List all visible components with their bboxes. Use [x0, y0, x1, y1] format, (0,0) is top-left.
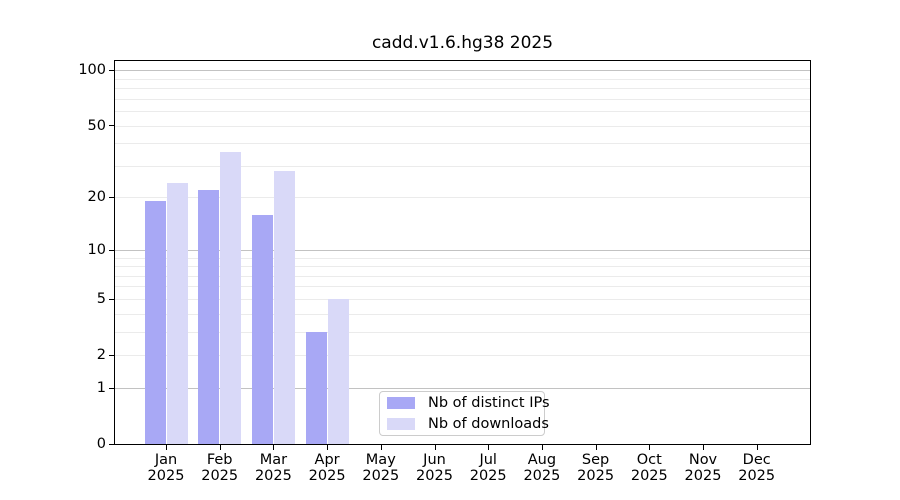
x-tick-label: Mar 2025 — [254, 452, 292, 484]
y-tick-mark — [109, 250, 115, 251]
bar-distinct-ips-mar — [251, 214, 273, 444]
y-tick-label: 20 — [87, 189, 106, 206]
x-tick-mark — [166, 445, 167, 450]
x-tick-label: Sep 2025 — [577, 452, 615, 484]
gridline-minor — [115, 266, 810, 267]
y-tick-mark — [109, 299, 115, 300]
x-tick-label: Apr 2025 — [308, 452, 346, 484]
x-tick-mark — [649, 445, 650, 450]
gridline-minor — [115, 98, 810, 100]
y-tick-label: 50 — [87, 117, 106, 134]
x-tick-label: Feb 2025 — [201, 452, 239, 484]
x-tick-label: Nov 2025 — [684, 452, 722, 484]
gridline-major — [115, 249, 810, 251]
x-tick-label: Jan 2025 — [147, 452, 185, 484]
gridline-minor — [115, 143, 810, 145]
x-tick-mark — [703, 445, 704, 450]
legend-label-downloads: Nb of downloads — [428, 415, 549, 432]
y-tick-mark — [109, 355, 115, 356]
y-tick-label: 10 — [87, 241, 106, 258]
plot-area: Nb of distinct IPs Nb of downloads — [114, 60, 811, 445]
gridline-minor — [115, 331, 810, 333]
gridline-minor — [115, 165, 810, 167]
legend-swatch-distinct-ips — [387, 397, 415, 409]
bar-downloads-jan — [166, 183, 188, 444]
gridline-major — [115, 70, 810, 72]
x-tick-mark — [757, 445, 758, 450]
legend: Nb of distinct IPs Nb of downloads — [379, 391, 550, 436]
gridline-minor — [115, 257, 810, 259]
x-tick-label: Oct 2025 — [630, 452, 668, 484]
bar-distinct-ips-apr — [305, 331, 327, 444]
legend-item-distinct-ips: Nb of distinct IPs — [387, 394, 550, 413]
x-tick-mark — [220, 445, 221, 450]
chart-title: cadd.v1.6.hg38 2025 — [371, 33, 554, 53]
y-tick-mark — [109, 70, 115, 71]
legend-swatch-downloads — [387, 418, 415, 430]
x-tick-label: Aug 2025 — [523, 452, 561, 484]
y-tick-mark — [109, 444, 115, 445]
y-tick-label: 1 — [96, 379, 106, 396]
gridline-minor — [115, 197, 810, 199]
x-tick-mark — [596, 445, 597, 450]
y-tick-label: 0 — [96, 436, 106, 452]
x-tick-mark — [488, 445, 489, 450]
gridline-minor — [115, 88, 810, 89]
y-tick-mark — [109, 197, 115, 198]
x-tick-mark — [273, 445, 274, 450]
x-tick-mark — [435, 445, 436, 450]
x-tick-mark — [381, 445, 382, 450]
gridline-minor — [115, 313, 810, 315]
bar-downloads-apr — [327, 298, 349, 444]
y-tick-label: 100 — [78, 62, 106, 79]
x-tick-label: Jul 2025 — [469, 452, 507, 484]
y-tick-mark — [109, 125, 115, 126]
y-tick-label: 2 — [96, 347, 106, 363]
gridline-minor — [115, 78, 810, 80]
gridline-minor — [115, 355, 810, 356]
gridline-minor — [115, 110, 810, 112]
bar-distinct-ips-feb — [198, 190, 220, 444]
bar-downloads-mar — [273, 171, 295, 444]
y-tick-mark — [109, 388, 115, 389]
x-tick-label: Jun 2025 — [416, 452, 453, 484]
bar-distinct-ips-jan — [144, 201, 166, 444]
legend-label-distinct-ips: Nb of distinct IPs — [428, 394, 550, 411]
gridline-minor — [115, 286, 810, 288]
x-tick-mark — [542, 445, 543, 450]
gridline-minor — [115, 275, 810, 277]
gridline-major — [115, 387, 810, 389]
x-tick-label: May 2025 — [362, 452, 400, 484]
x-tick-mark — [327, 445, 328, 450]
y-tick-label: 5 — [96, 290, 106, 307]
x-tick-label: Dec 2025 — [738, 452, 776, 484]
bar-downloads-feb — [220, 151, 242, 444]
legend-item-downloads: Nb of downloads — [387, 415, 549, 434]
gridline-minor — [115, 298, 810, 300]
gridline-minor — [115, 125, 810, 127]
